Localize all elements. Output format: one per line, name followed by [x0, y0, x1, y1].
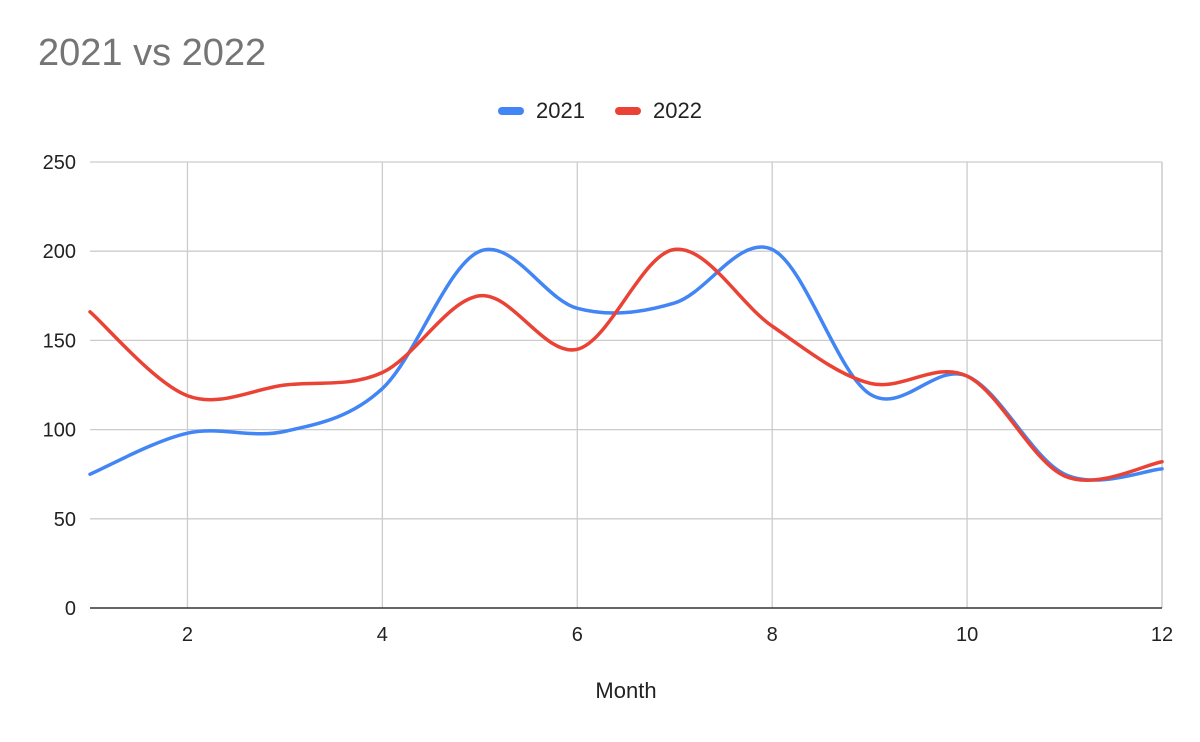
legend-swatch-2021 [498, 107, 525, 115]
chart-title: 2021 vs 2022 [38, 32, 267, 74]
y-tick-label: 50 [54, 509, 76, 531]
series-lines [88, 245, 1164, 482]
x-tick-label: 2 [182, 624, 193, 646]
y-tick-label: 200 [43, 241, 76, 263]
series-line-2021 [88, 245, 1164, 482]
legend-item-2022[interactable]: 2022 [615, 98, 702, 124]
y-tick-label: 250 [43, 152, 76, 174]
legend-swatch-2022 [615, 107, 641, 115]
legend-label-2021: 2021 [536, 98, 585, 123]
y-tick-label: 0 [65, 598, 76, 620]
series-line-2022 [88, 247, 1164, 482]
x-tick-label: 10 [956, 624, 978, 646]
y-tick-label: 150 [43, 330, 76, 352]
x-tick-label: 4 [377, 624, 388, 646]
legend: 2021 2022 [0, 98, 1200, 124]
x-tick-label: 12 [1151, 624, 1173, 646]
x-axis-title: Month [595, 678, 656, 703]
x-tick-label: 6 [572, 624, 583, 646]
x-tick-label: 8 [767, 624, 778, 646]
gridlines [90, 161, 1163, 609]
y-tick-label: 100 [43, 420, 76, 442]
tick-labels: 0 50 100 150 200 250 2 4 6 8 10 12 [43, 152, 1174, 646]
legend-item-2021[interactable]: 2021 [498, 98, 585, 124]
legend-label-2022: 2022 [653, 98, 702, 123]
